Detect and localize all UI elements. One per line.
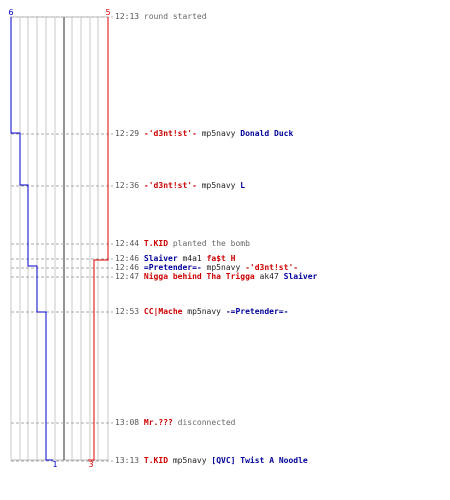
red-team-start-count: 5 <box>105 8 110 17</box>
timeline-grid <box>10 16 109 461</box>
event-row: 12:36 -'d3nt!st'- mp5navy L <box>115 181 245 191</box>
player-name: =Pretender=- <box>143 263 202 272</box>
red-team-end-count: 3 <box>88 460 93 469</box>
timeline-frame <box>10 16 109 461</box>
blue-team-end-count: 1 <box>52 460 57 469</box>
player-name: L <box>240 181 246 190</box>
weapon-name: mp5navy <box>201 129 236 138</box>
player-name: Mr.??? <box>143 418 173 427</box>
player-name: T.KID <box>143 239 169 248</box>
player-name: [QVC] Twist A Noodle <box>211 456 308 465</box>
event-time: 12:53 <box>115 307 140 316</box>
player-name: -'d3nt!st'- <box>143 181 197 190</box>
event-time: 12:13 <box>115 12 140 21</box>
event-time: 12:47 <box>115 272 140 281</box>
event-time: 12:46 <box>115 254 140 263</box>
player-name: -'d3nt!st'- <box>245 263 299 272</box>
event-row: 12:29 -'d3nt!st'- mp5navy Donald Duck <box>115 129 293 139</box>
weapon-name: mp5navy <box>172 456 207 465</box>
player-name: fa$t H <box>206 254 236 263</box>
blue-team-start-count: 6 <box>8 8 13 17</box>
weapon-name: mp5navy <box>201 181 236 190</box>
event-text: disconnected <box>177 418 236 427</box>
player-name: CC|Mache <box>143 307 183 316</box>
player-name: Donald Duck <box>240 129 294 138</box>
weapon-name: mp5navy <box>187 307 221 316</box>
event-time: 12:29 <box>115 129 140 138</box>
weapon-name: m4a1 <box>182 254 202 263</box>
event-text: round started <box>143 12 207 21</box>
event-row: 12:46 =Pretender=- mp5navy -'d3nt!st'- <box>115 263 298 273</box>
event-text: planted the bomb <box>172 239 250 248</box>
event-row: 12:44 T.KID planted the bomb <box>115 239 250 249</box>
event-row: 13:08 Mr.??? disconnected <box>115 418 235 428</box>
event-time: 13:13 <box>115 456 140 465</box>
player-name: -=Pretender=- <box>225 307 289 316</box>
player-name: T.KID <box>143 456 169 465</box>
player-name: Nigga behind Tha Trigga <box>143 272 255 281</box>
weapon-name: ak47 <box>259 272 279 281</box>
player-name: -'d3nt!st'- <box>143 129 197 138</box>
event-row: 12:47 Nigga behind Tha Trigga ak47 Slaiv… <box>115 272 317 282</box>
event-row: 12:53 CC|Mache mp5navy -=Pretender=- <box>115 307 288 317</box>
event-row: 12:13 round started <box>115 12 207 22</box>
blue-team-alive-line <box>10 17 53 461</box>
event-time: 13:08 <box>115 418 140 427</box>
event-row: 12:46 Slaiver m4a1 fa$t H <box>115 254 235 264</box>
weapon-name: mp5navy <box>206 263 241 272</box>
player-name: Slaiver <box>143 254 178 263</box>
event-row: 13:13 T.KID mp5navy [QVC] Twist A Noodle <box>115 456 308 466</box>
event-time: 12:46 <box>115 263 140 272</box>
event-time: 12:36 <box>115 181 140 190</box>
red-team-alive-line <box>88 17 109 461</box>
player-name: Slaiver <box>283 272 318 281</box>
event-time: 12:44 <box>115 239 140 248</box>
